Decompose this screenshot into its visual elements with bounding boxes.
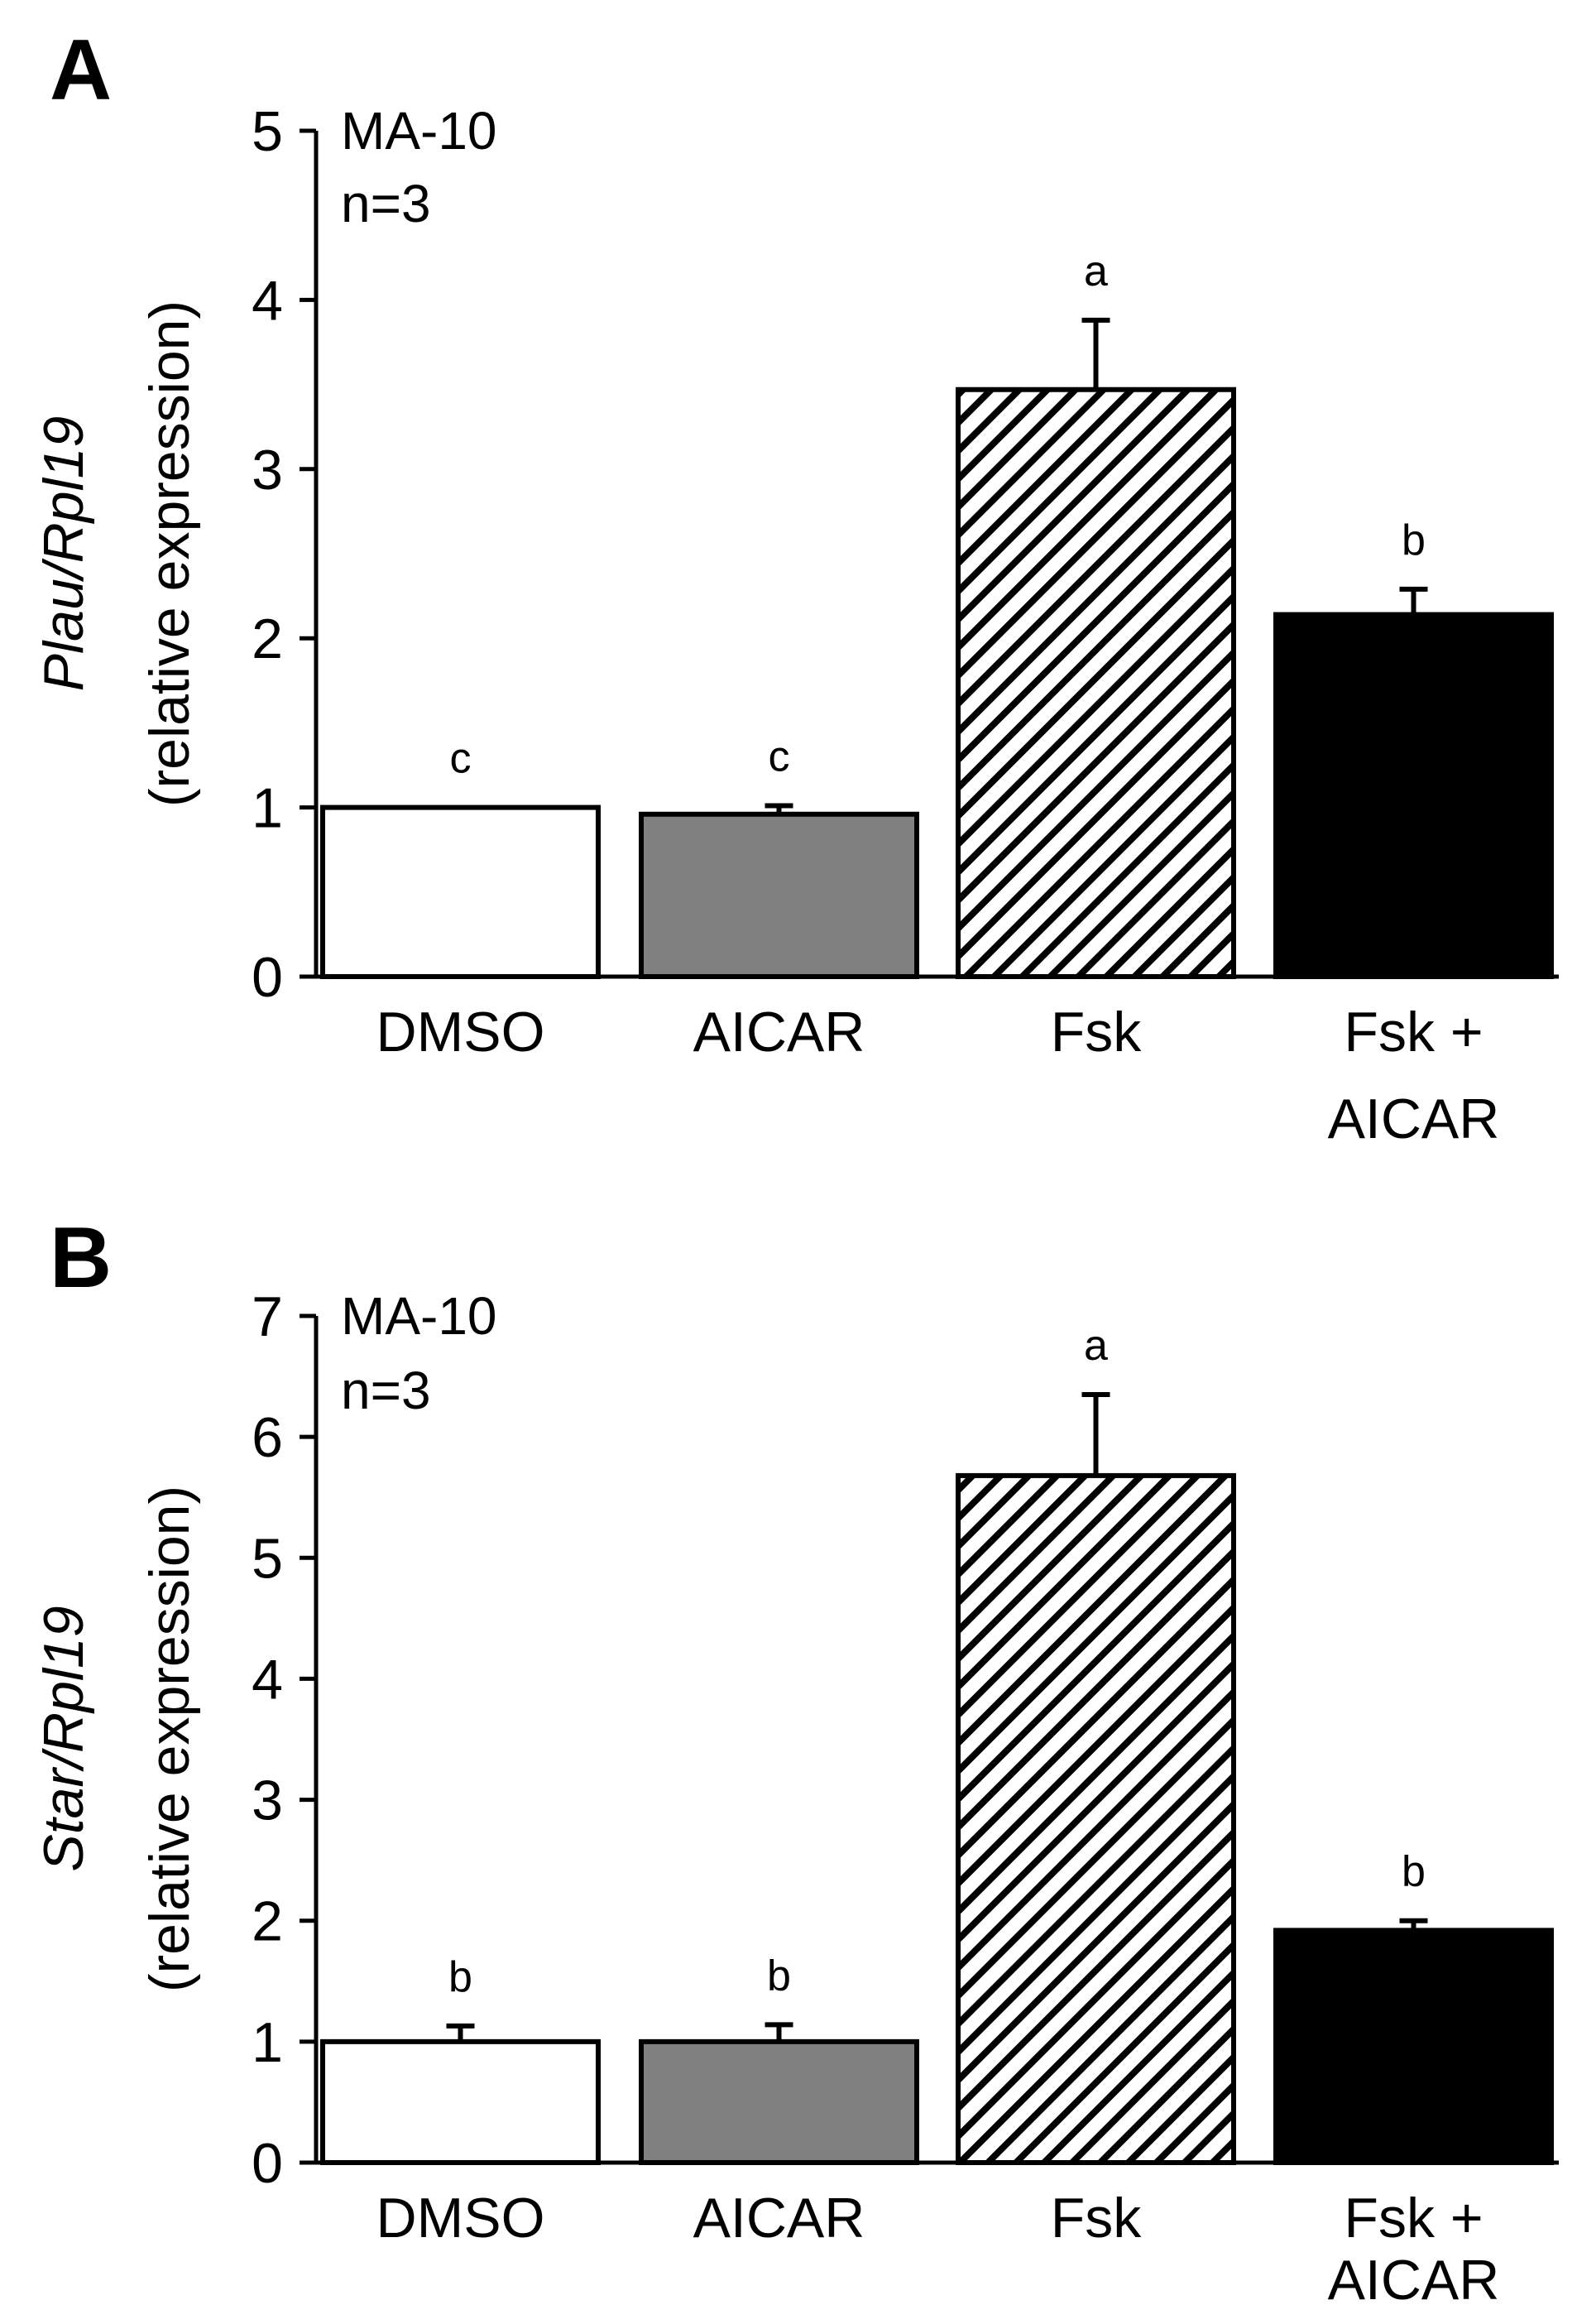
y-tick-label: 5 [252, 1527, 283, 1590]
x-tick-label: Fsk [1051, 2187, 1143, 2250]
y-tick-label: 4 [252, 1648, 283, 1711]
bar-2 [956, 387, 1236, 979]
panel-label: A [50, 22, 112, 118]
x-tick-label: AICAR [1328, 2249, 1500, 2312]
bar-0 [320, 804, 601, 979]
bar-1 [639, 2038, 919, 2166]
y-tick-label: 5 [252, 100, 283, 163]
y-tick-label: 2 [252, 1890, 283, 1953]
bar-3 [1273, 1928, 1554, 2166]
annotation-line: n=3 [341, 1361, 431, 1420]
y-axis-label: Plau/Rpl19 [32, 416, 95, 692]
significance-letter: b [767, 1952, 791, 2000]
annotation-line: MA-10 [341, 101, 497, 161]
y-tick-label: 4 [252, 269, 283, 332]
annotation-line: n=3 [341, 174, 431, 233]
y-axis-label-sub: (relative expression) [138, 300, 201, 807]
x-tick-label: Fsk + [1344, 2187, 1483, 2250]
x-tick-label: AICAR [693, 2187, 865, 2250]
significance-letter: a [1084, 1322, 1108, 1370]
y-tick-label: 0 [252, 2132, 283, 2195]
significance-letter: c [769, 733, 790, 781]
x-tick-label: DMSO [376, 1001, 545, 1064]
x-tick-label: Fsk [1051, 1001, 1143, 1064]
y-tick-label: 7 [252, 1285, 283, 1348]
panel-a: A 0 1 2 3 4 5 Plau/Rpl19 (relative expression) MA… [32, 22, 1559, 1150]
bar-1 [639, 811, 919, 979]
y-tick-label: 1 [252, 2011, 283, 2074]
y-axis-label-sub: (relative expression) [138, 1486, 201, 1992]
annotation-line: MA-10 [341, 1286, 497, 1346]
bar-3 [1273, 612, 1554, 979]
x-tick-label: Fsk + [1344, 1001, 1483, 1064]
significance-letter: b [448, 1953, 472, 2001]
y-tick-label: 3 [252, 439, 283, 502]
y-tick-label: 2 [252, 607, 283, 670]
significance-letter: c [450, 735, 472, 783]
y-tick-label: 0 [252, 946, 283, 1009]
x-tick-label: AICAR [1328, 1088, 1500, 1150]
y-axis-label-italic: Star/Rpl19 [32, 1606, 95, 1871]
bar-2 [956, 1472, 1236, 2165]
y-tick-label: 3 [252, 1769, 283, 1832]
x-tick-label: AICAR [693, 1001, 865, 1064]
y-tick-label: 1 [252, 777, 283, 840]
y-axis-label-italic: Plau/Rpl19 [32, 416, 95, 692]
y-axis-label: Star/Rpl19 [32, 1606, 95, 1871]
significance-letter: b [1402, 516, 1426, 564]
y-tick-label: 6 [252, 1406, 283, 1469]
bar-0 [320, 2038, 601, 2166]
x-tick-label: DMSO [376, 2187, 545, 2250]
significance-letter: a [1084, 247, 1108, 295]
panel-label: B [50, 1210, 112, 1306]
significance-letter: b [1402, 1848, 1426, 1896]
panel-b: B 0 1 2 3 4 5 6 7 Star/Rpl19 (relative expression)… [32, 1210, 1559, 2312]
